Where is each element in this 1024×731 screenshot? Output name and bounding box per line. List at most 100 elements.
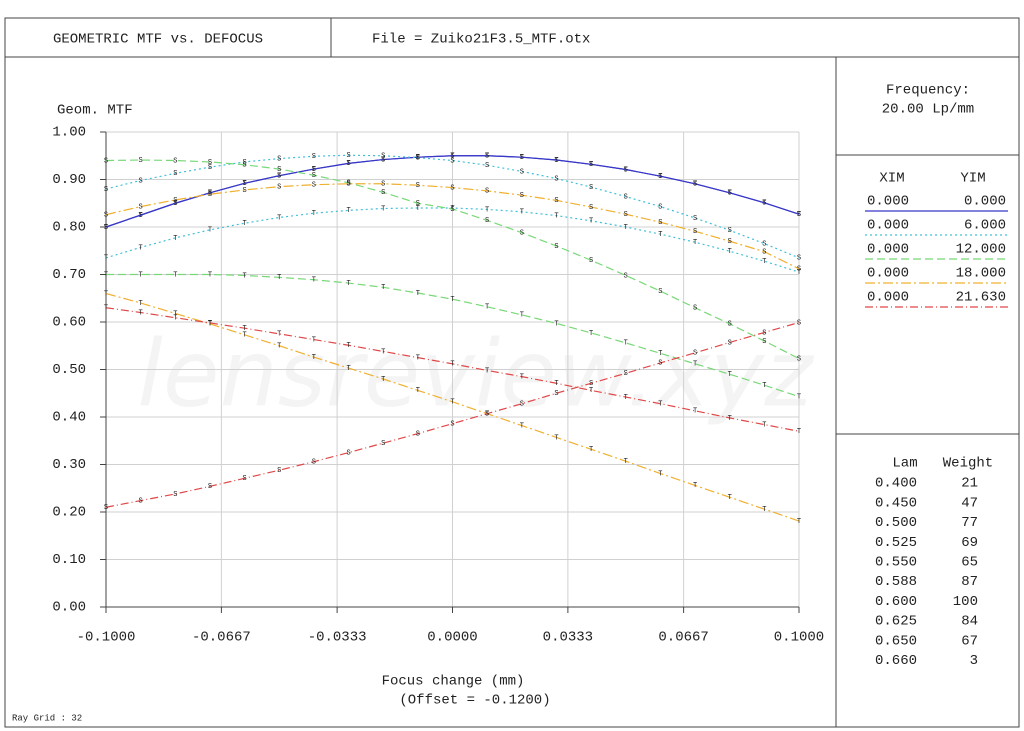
point-marker: S [762, 329, 766, 337]
frequency-value: 20.00 Lp/mm [882, 102, 974, 118]
point-marker: T [554, 380, 558, 388]
watermark: lensreview.xyz [137, 320, 814, 427]
point-marker: S [104, 211, 108, 219]
x-tick-label: 0.1000 [774, 630, 824, 646]
point-marker: S [208, 190, 212, 198]
series-line [105, 207, 800, 273]
point-marker: T [520, 422, 524, 430]
point-marker: T [173, 235, 177, 243]
y-tick-label: 0.60 [52, 315, 86, 331]
point-marker: S [416, 430, 420, 438]
point-marker: T [104, 224, 108, 232]
point-marker: S [728, 227, 732, 235]
point-marker: S [277, 155, 281, 163]
point-marker: T [277, 343, 281, 351]
point-marker: T [312, 354, 316, 362]
point-marker: S [624, 166, 628, 174]
point-marker: S [208, 159, 212, 167]
point-marker: T [589, 161, 593, 169]
point-marker: T [416, 205, 420, 213]
point-marker: S [797, 266, 801, 274]
y-tick-label: 0.50 [52, 362, 86, 378]
point-marker: S [485, 153, 489, 161]
point-marker: S [139, 497, 143, 505]
point-marker: T [520, 209, 524, 217]
point-marker: S [624, 211, 628, 219]
field-yim: 18.000 [956, 266, 1006, 282]
point-marker: S [312, 182, 316, 190]
point-marker: S [277, 173, 281, 181]
point-marker: T [173, 315, 177, 323]
point-marker: T [520, 312, 524, 320]
series-line [105, 155, 800, 228]
series-line [105, 183, 800, 270]
y-tick-label: 0.30 [52, 457, 86, 473]
point-marker: S [589, 380, 593, 388]
point-marker: T [416, 387, 420, 395]
point-marker: S [242, 180, 246, 188]
point-marker: S [416, 200, 420, 208]
point-marker: T [104, 271, 108, 279]
field-xim: 0.000 [867, 242, 909, 258]
point-marker: T [416, 154, 420, 162]
point-marker: T [797, 428, 801, 436]
x-tick-label: -0.0333 [308, 630, 367, 646]
y-tick-label: 0.80 [52, 220, 86, 236]
point-marker: T [728, 371, 732, 379]
point-marker: S [104, 186, 108, 194]
header-title: GEOMETRIC MTF vs. DEFOCUS [53, 32, 263, 48]
wavelength: 0.650 [875, 633, 917, 649]
point-marker: T [762, 421, 766, 429]
point-marker: T [312, 336, 316, 344]
point-marker: S [728, 190, 732, 198]
point-marker: S [485, 411, 489, 419]
point-marker: S [346, 181, 350, 189]
x-tick-label: 0.0000 [427, 630, 477, 646]
point-marker: T [139, 271, 143, 279]
field-xim: 0.000 [867, 266, 909, 282]
wavelength: 0.450 [875, 495, 917, 511]
point-marker: T [728, 190, 732, 198]
point-marker: T [728, 494, 732, 502]
point-marker: S [208, 483, 212, 491]
point-marker: S [416, 154, 420, 162]
wavelength: 0.625 [875, 614, 917, 630]
point-marker: S [762, 200, 766, 208]
point-marker: S [762, 338, 766, 346]
point-marker: S [173, 170, 177, 178]
point-marker: S [658, 219, 662, 227]
point-marker: T [762, 506, 766, 514]
wavelength: 0.600 [875, 594, 917, 610]
point-marker: T [242, 180, 246, 188]
point-marker: T [624, 224, 628, 232]
point-marker: S [658, 173, 662, 181]
point-marker: S [139, 212, 143, 220]
point-marker: S [346, 180, 350, 188]
point-marker: S [658, 288, 662, 296]
point-marker: S [242, 159, 246, 167]
point-marker: T [450, 153, 454, 161]
field-xim: 0.000 [867, 218, 909, 234]
point-marker: S [797, 355, 801, 363]
point-marker: T [277, 214, 281, 222]
wavelength: 0.660 [875, 653, 917, 669]
point-marker: T [450, 361, 454, 369]
x-axis-sublabel: (Offset = -0.1200) [399, 693, 550, 709]
series-line [105, 292, 800, 522]
outer-frame [4, 17, 1020, 728]
point-marker: S [312, 172, 316, 180]
point-marker: T [208, 190, 212, 198]
x-axis-label: Focus change (mm) [382, 674, 525, 690]
point-marker: T [139, 212, 143, 220]
point-marker: T [104, 305, 108, 313]
y-tick-label: 0.00 [52, 600, 86, 616]
point-marker: S [520, 192, 524, 200]
wavelength: 0.525 [875, 535, 917, 551]
wavelength-header: Lam [892, 456, 917, 472]
point-marker: T [589, 218, 593, 226]
point-marker: S [554, 197, 558, 205]
point-marker: S [277, 467, 281, 475]
ray-grid: Ray Grid : 32 [12, 713, 82, 723]
weight: 47 [961, 495, 978, 511]
point-marker: S [728, 321, 732, 329]
